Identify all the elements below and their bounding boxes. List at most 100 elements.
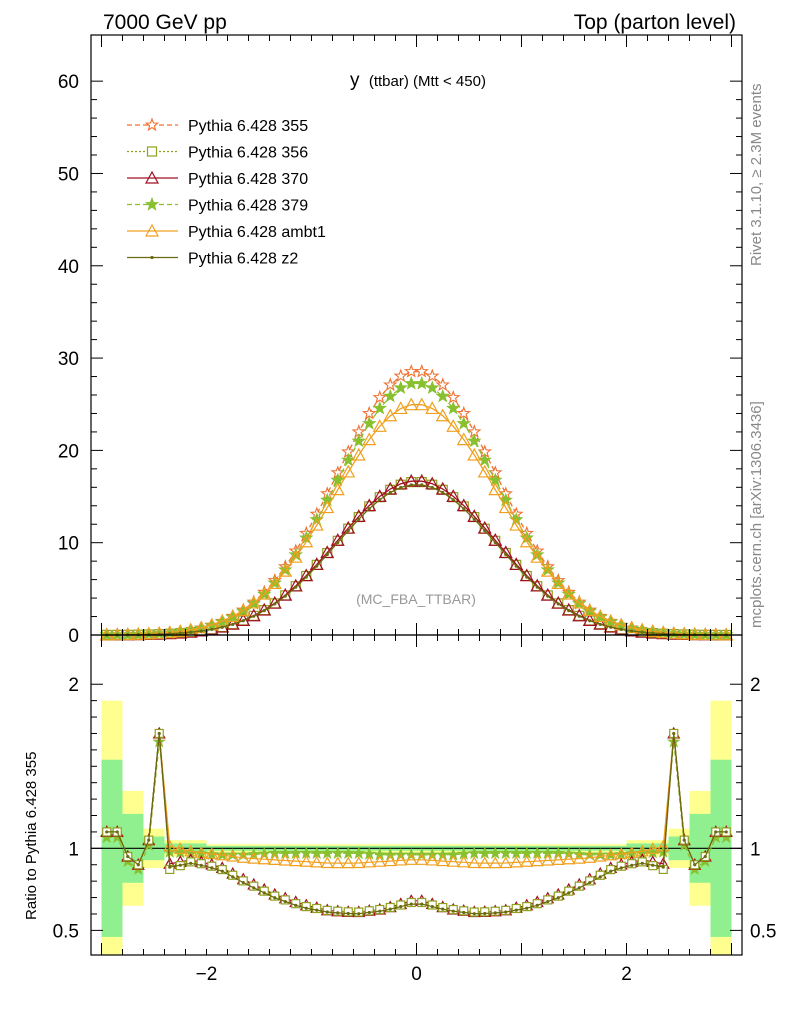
main-point-s379 — [424, 380, 440, 394]
ratio-point-z2 — [189, 861, 193, 865]
main-point-ambt1 — [666, 626, 681, 639]
main-point-s370 — [561, 602, 576, 616]
main-point-s379 — [414, 375, 430, 390]
ratio-point-z2 — [483, 911, 487, 916]
main-point-ambt1 — [267, 576, 282, 589]
main-point-z2 — [504, 552, 508, 557]
ratio-point-z2 — [567, 891, 571, 895]
ratio-bands — [101, 700, 732, 955]
ratio-point-z2 — [315, 908, 319, 912]
main-point-z2 — [273, 602, 277, 606]
legend-marker-z2 — [150, 255, 154, 260]
ratio-series-group — [99, 726, 734, 918]
main-point-ambt1 — [141, 626, 156, 640]
main-point-s370 — [278, 587, 293, 601]
main-point-s379 — [445, 400, 461, 415]
main-point-z2 — [283, 594, 287, 598]
main-point-ambt1 — [488, 482, 503, 496]
ratio-point-z2 — [388, 907, 392, 911]
ratio-point-z2 — [126, 854, 130, 859]
ratio-point-z2 — [325, 910, 329, 914]
main-line-z2 — [106, 484, 727, 636]
ratio-point-s356 — [364, 906, 374, 916]
main-point-s355 — [414, 364, 430, 378]
main-point-z2 — [598, 622, 602, 626]
main-point-ambt1 — [320, 500, 335, 514]
main-point-s370 — [267, 595, 282, 609]
header-left-label: 7000 GeV pp — [103, 11, 227, 34]
main-point-s370 — [257, 602, 272, 616]
ratio-point-ambt1 — [457, 855, 471, 868]
main-point-ambt1 — [467, 447, 482, 461]
ratio-point-z2 — [420, 902, 424, 906]
ratio-y-tick-label-right: 0.5 — [750, 921, 776, 942]
main-point-z2 — [189, 630, 193, 634]
ratio-point-ambt1 — [362, 855, 376, 868]
ratio-point-ambt1 — [278, 853, 292, 866]
ratio-point-ambt1 — [341, 856, 355, 869]
main-point-z2 — [525, 575, 529, 579]
main-point-ambt1 — [708, 627, 723, 641]
ratio-point-ambt1 — [320, 856, 334, 869]
ratio-point-z2 — [273, 896, 277, 900]
main-point-z2 — [619, 627, 623, 632]
ratio-point-ambt1 — [236, 851, 250, 863]
main-point-z2 — [640, 630, 644, 634]
legend-marker-s370 — [144, 170, 160, 184]
ratio-point-z2 — [546, 899, 550, 904]
main-point-ambt1 — [414, 397, 429, 411]
ratio-point-s356 — [333, 906, 343, 916]
main-y-axis: 0 10 20 30 40 50 60 — [58, 72, 742, 647]
ratio-point-ambt1 — [299, 854, 313, 867]
ratio-y-tick-label-right: 2 — [750, 675, 761, 696]
ratio-point-z2 — [115, 830, 119, 834]
ratio-point-s356 — [385, 902, 395, 913]
ratio-point-z2 — [346, 911, 350, 916]
ratio-y-axis-label: Ratio to Pythia 6.428 355 — [23, 752, 40, 920]
main-y-tick-label: 50 — [58, 164, 79, 185]
main-point-s379 — [361, 415, 377, 430]
main-point-ambt1 — [446, 419, 461, 432]
ratio-point-s356 — [322, 905, 332, 915]
ratio-point-z2 — [336, 911, 340, 915]
ratio-point-ambt1 — [530, 854, 544, 867]
main-point-z2 — [630, 629, 634, 633]
ratio-point-z2 — [462, 910, 466, 915]
main-point-ambt1 — [624, 620, 639, 634]
main-point-s370 — [288, 578, 303, 592]
main-point-ambt1 — [299, 534, 314, 548]
main-point-s355 — [424, 368, 440, 383]
ratio-point-z2 — [651, 863, 655, 867]
legend-label-s355: Pythia 6.428 355 — [188, 118, 308, 135]
main-point-s379 — [372, 400, 388, 415]
main-point-z2 — [577, 614, 581, 618]
legend-marker-s379 — [144, 196, 160, 211]
main-point-s379 — [267, 575, 282, 590]
ratio-point-s356 — [406, 897, 416, 908]
ratio-point-z2 — [283, 899, 287, 904]
ratio-point-z2 — [294, 903, 298, 907]
ratio-point-z2 — [661, 865, 665, 869]
main-point-ambt1 — [341, 464, 356, 478]
main-point-ambt1 — [236, 603, 251, 616]
main-point-ambt1 — [351, 447, 366, 461]
ratio-point-ambt1 — [394, 853, 408, 866]
main-point-z2 — [546, 594, 550, 598]
ratio-point-s379 — [509, 846, 524, 859]
header-right-label: Top (parton level) — [574, 11, 736, 34]
ratio-point-s356 — [469, 907, 479, 917]
ratio-point-z2 — [535, 903, 539, 907]
ratio-point-z2 — [304, 906, 308, 910]
main-point-ambt1 — [194, 620, 209, 634]
main-point-z2 — [199, 629, 203, 633]
ratio-point-z2 — [493, 911, 497, 915]
main-point-z2 — [346, 529, 350, 533]
main-point-ambt1 — [404, 397, 419, 411]
x-tick-label: 2 — [621, 964, 632, 985]
main-point-s370 — [519, 568, 534, 582]
main-point-s355 — [445, 390, 461, 404]
ratio-point-ambt1 — [373, 854, 387, 867]
main-point-z2 — [304, 575, 308, 579]
ratio-point-z2 — [220, 869, 224, 873]
ratio-point-ambt1 — [446, 854, 460, 867]
